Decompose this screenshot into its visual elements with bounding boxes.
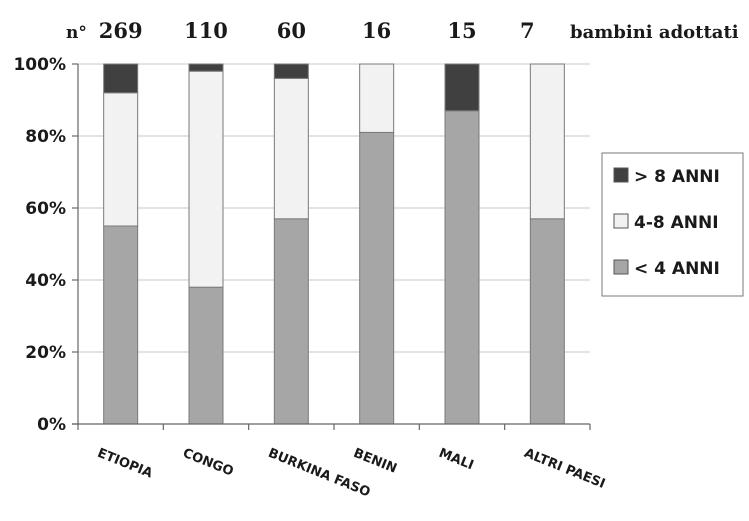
gridlines — [78, 63, 590, 425]
bar-segment — [188, 286, 224, 425]
legend-swatch — [613, 213, 629, 229]
bar-segment — [359, 63, 395, 133]
y-tick-label: 60% — [25, 199, 66, 219]
y-tick-label: 100% — [13, 55, 66, 75]
bar-segment — [103, 225, 139, 425]
count-label: 60 — [277, 18, 306, 43]
y-tick-label: 40% — [25, 271, 66, 291]
legend-swatch — [613, 259, 629, 275]
legend-label: 4-8 ANNI — [634, 213, 719, 233]
legend-swatch — [613, 167, 629, 183]
y-tick-label: 20% — [25, 343, 66, 363]
count-label: 110 — [184, 18, 228, 43]
legend-label: < 4 ANNI — [634, 259, 720, 279]
bar-segment — [444, 110, 480, 425]
bar-segment — [529, 63, 565, 220]
bars — [103, 63, 565, 425]
legend-label: > 8 ANNI — [634, 167, 720, 187]
x-tick-label: MALI — [437, 446, 476, 473]
axes — [72, 63, 591, 430]
x-tick-label: ETIOPIA — [95, 446, 154, 482]
bar-segment — [273, 77, 309, 220]
count-label: 16 — [362, 18, 391, 43]
counts-prefix: n° — [66, 23, 87, 43]
y-tick-label: 0% — [37, 415, 66, 435]
bar-segment — [188, 63, 224, 72]
bar-segment — [273, 218, 309, 425]
count-label: 7 — [520, 18, 535, 43]
counts-row: n° 269 110 60 16 15 7 bambini adottati — [66, 18, 739, 43]
bar-segment — [188, 70, 224, 288]
count-label: 269 — [99, 18, 143, 43]
x-tick-label: ALTRI PAESI — [522, 446, 607, 492]
x-tick-label: BENIN — [351, 446, 399, 477]
y-tick-labels: 0% 20% 40% 60% 80% 100% — [13, 55, 66, 435]
counts-suffix: bambini adottati — [570, 22, 739, 43]
bar-segment — [103, 92, 139, 227]
y-tick-label: 80% — [25, 127, 66, 147]
bar-segment — [103, 63, 139, 94]
x-tick-label: CONGO — [181, 446, 236, 480]
bar-segment — [273, 63, 309, 79]
legend: > 8 ANNI 4-8 ANNI < 4 ANNI — [601, 152, 744, 297]
bar-segment — [529, 218, 565, 425]
bar-segment — [359, 131, 395, 425]
bar-segment — [444, 63, 480, 112]
count-label: 15 — [447, 18, 476, 43]
